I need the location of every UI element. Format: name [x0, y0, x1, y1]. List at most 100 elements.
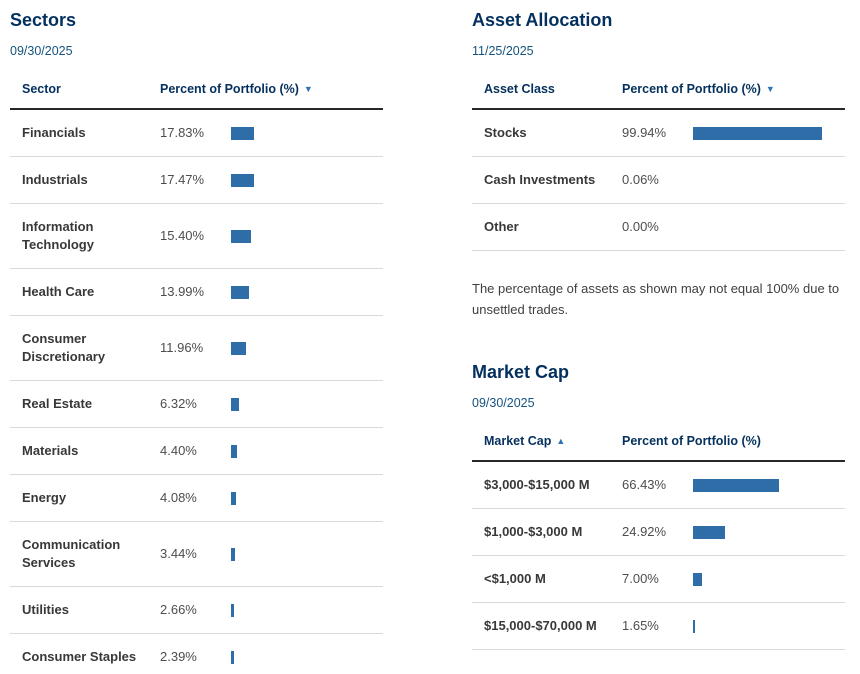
sort-header-market-cap[interactable]: Market Cap ▲: [484, 434, 565, 449]
table-row: Utilities 2.66%: [10, 586, 384, 634]
percent-bar: [231, 650, 235, 664]
row-percent-value: 0.06%: [622, 156, 693, 204]
row-percent-value: 4.08%: [160, 474, 231, 522]
row-percent-value: 0.00%: [622, 203, 693, 251]
row-percent-value: 7.00%: [622, 555, 693, 603]
asset-allocation-as-of-date: 11/25/2025: [472, 44, 534, 58]
sort-header-percent-of-portfolio[interactable]: Percent of Portfolio (%) ▼: [160, 82, 313, 97]
row-label: Materials: [10, 427, 160, 475]
row-percent-value: 3.44%: [160, 521, 231, 587]
row-label: Information Technology: [10, 203, 160, 269]
percent-bar: [231, 126, 254, 140]
column-header-label: Asset Class: [484, 82, 555, 96]
table-row: Information Technology 15.40%: [10, 203, 384, 269]
percent-bar: [231, 603, 235, 617]
row-percent-value: 6.32%: [160, 380, 231, 428]
sectors-title: Sectors: [10, 10, 77, 30]
row-label: $15,000-$70,000 M: [472, 602, 622, 650]
row-label: $1,000-$3,000 M: [472, 508, 622, 556]
percent-bar: [231, 547, 236, 561]
table-row: Cash Investments 0.06%: [472, 156, 846, 204]
row-label: Financials: [10, 109, 160, 157]
sort-header-percent-of-portfolio[interactable]: Percent of Portfolio (%): [622, 434, 766, 449]
table-row: Materials 4.40%: [10, 427, 384, 475]
sort-header-asset-class[interactable]: Asset Class: [484, 82, 560, 97]
table-row: Financials 17.83%: [10, 109, 384, 157]
percent-bar: [231, 397, 240, 411]
row-percent-value: 2.39%: [160, 633, 231, 674]
table-header-row: Sector Percent of Portfolio (%) ▼: [10, 75, 384, 110]
asset-allocation-table: Asset Class Percent of Portfolio (%) ▼: [472, 75, 846, 251]
column-header-label: Percent of Portfolio (%): [160, 82, 299, 96]
percent-bar: [231, 491, 237, 505]
percent-bar: [693, 525, 726, 539]
sectors-table: Sector Percent of Portfolio (%) ▼ Financi…: [10, 75, 384, 674]
market-cap-title: Market Cap: [472, 362, 570, 382]
right-column: Asset Allocation 11/25/2025 Asset Class …: [472, 0, 846, 650]
sort-arrow-icon: ▼: [303, 84, 313, 94]
column-header-label: Market Cap: [484, 434, 552, 448]
percent-bar: [231, 285, 249, 299]
row-label: Health Care: [10, 268, 160, 316]
column-header-label: Percent of Portfolio (%): [622, 434, 761, 448]
row-label: $3,000-$15,000 M: [472, 461, 622, 509]
row-percent-value: 11.96%: [160, 315, 231, 381]
percent-bar: [693, 478, 779, 492]
unsettled-trades-footnote: The percentage of assets as shown may no…: [472, 281, 840, 317]
table-row: <$1,000 M 7.00%: [472, 555, 845, 603]
table-row: Consumer Discretionary 11.96%: [10, 315, 384, 381]
column-header-label: Sector: [22, 82, 61, 96]
percent-bar: [693, 619, 696, 633]
row-label: <$1,000 M: [472, 555, 622, 603]
row-label: Stocks: [472, 109, 622, 157]
table-row: Other 0.00%: [472, 203, 846, 251]
row-percent-value: 17.47%: [160, 156, 231, 204]
row-label: Real Estate: [10, 380, 160, 428]
asset-allocation-section: Asset Allocation 11/25/2025 Asset Class …: [472, 10, 846, 320]
table-row: Consumer Staples 2.39%: [10, 633, 384, 674]
market-cap-table: Market Cap ▲ Percent of Portfolio (%): [472, 427, 845, 650]
row-percent-value: 1.65%: [622, 602, 693, 650]
row-label: Utilities: [10, 586, 160, 634]
table-header-row: Asset Class Percent of Portfolio (%) ▼: [472, 75, 846, 110]
asset-allocation-title: Asset Allocation: [472, 10, 613, 30]
table-row: $1,000-$3,000 M 24.92%: [472, 508, 845, 556]
column-header-label: Percent of Portfolio (%): [622, 82, 761, 96]
table-row: Communication Services 3.44%: [10, 521, 384, 587]
market-cap-section: Market Cap 09/30/2025 Market Cap ▲ Percen…: [472, 362, 845, 650]
table-row: Real Estate 6.32%: [10, 380, 384, 428]
percent-bar: [693, 572, 702, 586]
table-header-row: Market Cap ▲ Percent of Portfolio (%): [472, 427, 845, 462]
row-label: Communication Services: [10, 521, 160, 587]
percent-bar: [231, 341, 247, 355]
sort-header-sector[interactable]: Sector: [22, 82, 66, 97]
sort-arrow-icon: ▼: [765, 84, 775, 94]
row-percent-value: 99.94%: [622, 109, 693, 157]
market-cap-as-of-date: 09/30/2025: [472, 396, 535, 410]
table-row: Energy 4.08%: [10, 474, 384, 522]
percent-bar: [231, 173, 254, 187]
row-label: Energy: [10, 474, 160, 522]
percent-bar: [231, 444, 237, 458]
table-row: $15,000-$70,000 M 1.65%: [472, 602, 845, 650]
percent-bar: [231, 229, 251, 243]
sectors-section: Sectors 09/30/2025 Sector Percent of Por…: [10, 0, 384, 674]
row-label: Cash Investments: [472, 156, 622, 204]
row-percent-value: 4.40%: [160, 427, 231, 475]
row-percent-value: 15.40%: [160, 203, 231, 269]
row-label: Consumer Discretionary: [10, 315, 160, 381]
row-label: Other: [472, 203, 622, 251]
row-label: Consumer Staples: [10, 633, 160, 674]
table-row: Health Care 13.99%: [10, 268, 384, 316]
table-row: Stocks 99.94%: [472, 109, 846, 157]
sort-header-percent-of-portfolio[interactable]: Percent of Portfolio (%) ▼: [622, 82, 775, 97]
table-row: $3,000-$15,000 M 66.43%: [472, 461, 845, 509]
row-percent-value: 2.66%: [160, 586, 231, 634]
row-percent-value: 13.99%: [160, 268, 231, 316]
percent-bar: [693, 126, 822, 140]
row-percent-value: 24.92%: [622, 508, 693, 556]
sort-arrow-icon: ▲: [556, 436, 566, 446]
row-label: Industrials: [10, 156, 160, 204]
sectors-as-of-date: 09/30/2025: [10, 44, 73, 58]
